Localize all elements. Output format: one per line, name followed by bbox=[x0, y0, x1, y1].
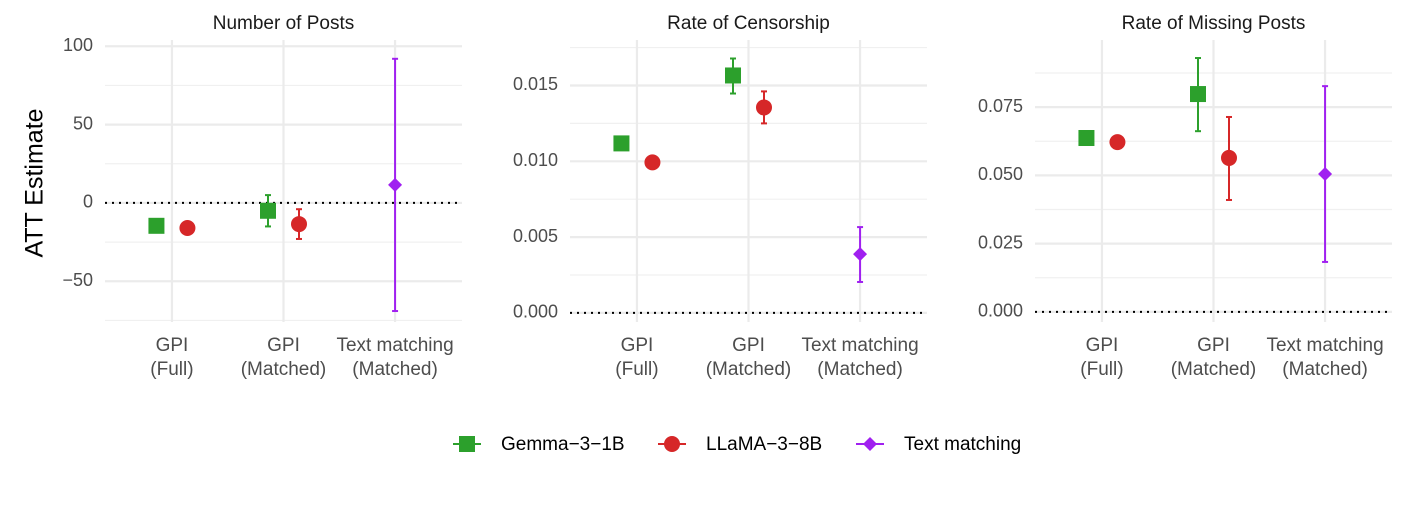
y-axis-label: ATT Estimate bbox=[21, 108, 49, 257]
point bbox=[853, 247, 868, 262]
point bbox=[1190, 86, 1206, 103]
legend-label: LLaMA−3−8B bbox=[706, 434, 822, 455]
y-tick-label: 0.000 bbox=[513, 302, 558, 322]
legend-marker bbox=[863, 437, 877, 451]
y-tick-label: 0 bbox=[83, 192, 93, 212]
x-tick-label: Text matching (Matched) bbox=[801, 335, 918, 380]
point bbox=[1109, 134, 1126, 151]
x-tick-label: GPI (Matched) bbox=[1171, 335, 1257, 380]
point bbox=[725, 67, 741, 84]
point bbox=[1318, 167, 1333, 182]
y-tick-label: 0.005 bbox=[513, 226, 558, 246]
legend-marker bbox=[459, 436, 475, 452]
point bbox=[148, 217, 165, 234]
y-tick-label: −50 bbox=[62, 270, 93, 290]
y-tick-label: 0.010 bbox=[513, 150, 558, 170]
x-tick-label: Text matching (Matched) bbox=[336, 335, 453, 380]
point bbox=[179, 220, 196, 236]
y-tick-label: 50 bbox=[73, 113, 93, 133]
point bbox=[644, 154, 661, 171]
x-tick-label: Text matching (Matched) bbox=[1266, 335, 1383, 380]
x-tick-label: GPI (Full) bbox=[1080, 335, 1123, 380]
point bbox=[291, 216, 307, 233]
legend-label: Text matching bbox=[904, 434, 1021, 455]
y-tick-label: 0.050 bbox=[978, 164, 1023, 184]
legend-marker bbox=[664, 436, 680, 452]
point bbox=[1221, 149, 1237, 166]
point bbox=[1078, 130, 1095, 147]
legend-label: Gemma−3−1B bbox=[501, 434, 625, 455]
x-tick-label: GPI (Matched) bbox=[706, 335, 792, 380]
y-tick-label: 0.025 bbox=[978, 232, 1023, 252]
y-tick-label: 0.015 bbox=[513, 74, 558, 94]
x-tick-label: GPI (Matched) bbox=[241, 335, 327, 380]
panel-title: Rate of Missing Posts bbox=[1122, 13, 1306, 34]
x-tick-label: GPI (Full) bbox=[615, 335, 658, 380]
point bbox=[388, 177, 403, 192]
y-tick-label: 0.000 bbox=[978, 301, 1023, 321]
panel-title: Number of Posts bbox=[213, 13, 355, 34]
point bbox=[260, 202, 276, 219]
point bbox=[756, 99, 772, 116]
panel-title: Rate of Censorship bbox=[667, 13, 830, 34]
point bbox=[613, 135, 630, 152]
x-tick-label: GPI (Full) bbox=[150, 335, 193, 380]
y-tick-label: 100 bbox=[63, 35, 93, 55]
y-tick-label: 0.075 bbox=[978, 96, 1023, 116]
